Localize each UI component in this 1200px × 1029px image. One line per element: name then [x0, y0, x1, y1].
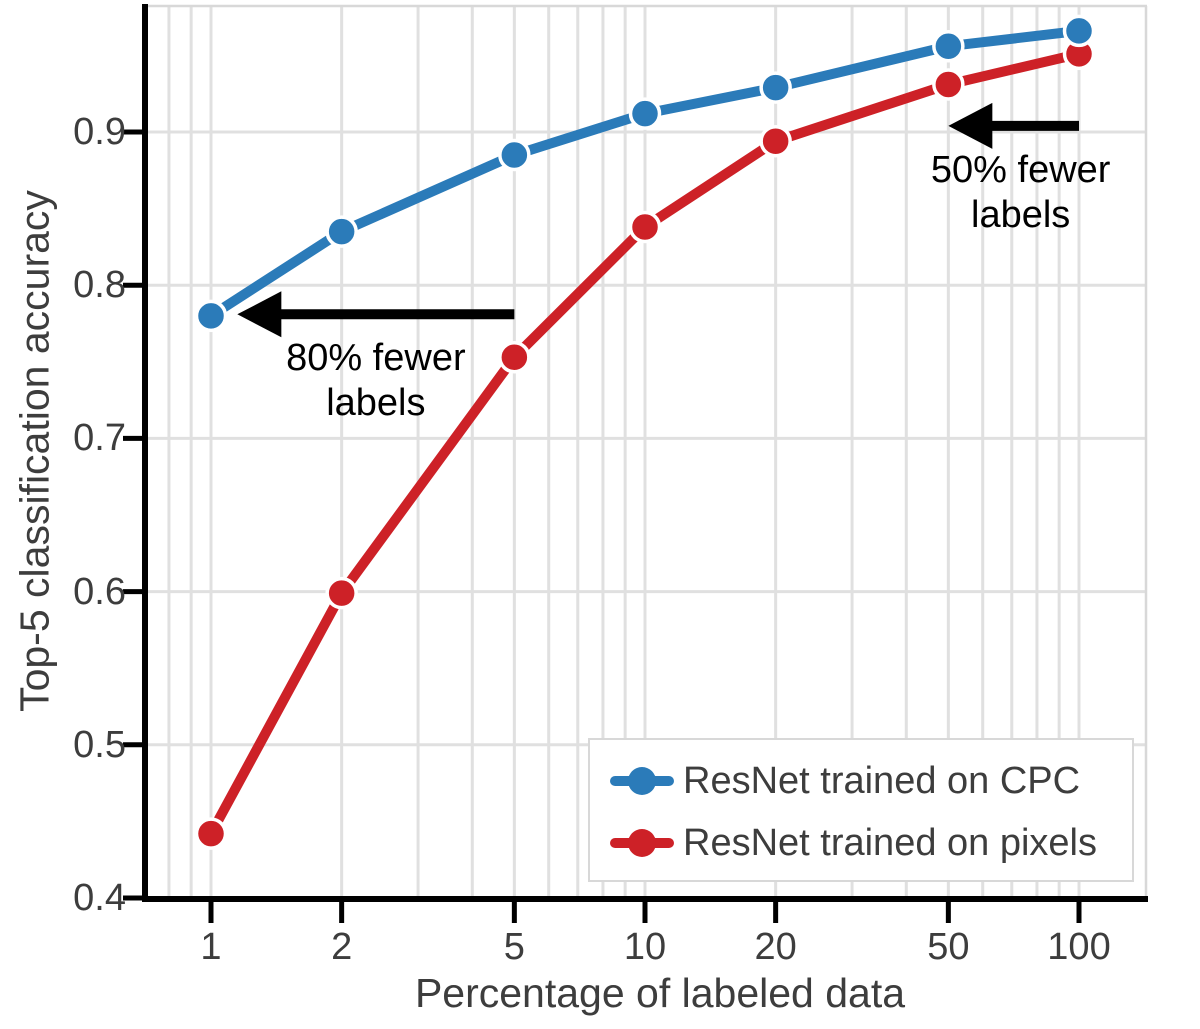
y-tick-label: 0.7	[73, 417, 126, 460]
arrow-head-icon	[948, 102, 993, 149]
legend-marker-pixels-icon	[610, 827, 674, 859]
data-point	[194, 299, 228, 333]
x-tick-label: 20	[754, 926, 797, 968]
annotation-text-line: 50% fewer	[930, 148, 1111, 191]
data-point	[498, 138, 531, 172]
data-point	[498, 340, 531, 374]
y-tick-label: 0.5	[73, 723, 126, 766]
data-point	[1062, 14, 1096, 48]
annotation-80pct-fewer-labels: 80% fewer labels	[286, 336, 466, 426]
data-point	[759, 124, 792, 158]
annotation-50pct-fewer-labels: 50% fewer labels	[931, 148, 1111, 238]
data-point	[932, 29, 965, 63]
y-tick-label: 0.4	[73, 877, 126, 919]
data-point	[194, 817, 228, 850]
legend-label-cpc: ResNet trained on CPC	[683, 759, 1081, 802]
data-point	[759, 71, 792, 104]
legend-marker-cpc-icon	[610, 765, 674, 797]
legend-item-pixels: ResNet trained on pixels	[590, 812, 1132, 874]
x-tick-label: 5	[503, 926, 525, 968]
data-point	[325, 576, 358, 610]
legend: ResNet trained on CPC ResNet trained on …	[588, 738, 1134, 882]
x-tick-label: 2	[331, 926, 353, 968]
x-axis-label: Percentage of labeled data	[414, 970, 906, 1016]
data-point	[932, 68, 965, 101]
x-tick-label: 10	[623, 926, 667, 968]
x-tick-label: 100	[1047, 926, 1111, 968]
data-point	[628, 97, 662, 130]
data-point	[628, 210, 662, 244]
y-tick-label: 0.6	[73, 570, 126, 613]
annotation-text-line: labels	[326, 382, 426, 425]
x-tick-label: 1	[200, 926, 222, 968]
data-point	[325, 215, 358, 248]
arrow-head-icon	[237, 291, 282, 338]
annotation-text-line: 80% fewer	[286, 337, 466, 380]
legend-item-cpc: ResNet trained on CPC	[590, 750, 1132, 812]
y-tick-label: 0.8	[73, 264, 126, 307]
annotation-text-line: labels	[971, 193, 1071, 236]
legend-label-pixels: ResNet trained on pixels	[683, 821, 1097, 864]
x-tick-label: 50	[927, 926, 970, 968]
y-tick-label: 0.9	[73, 111, 126, 153]
